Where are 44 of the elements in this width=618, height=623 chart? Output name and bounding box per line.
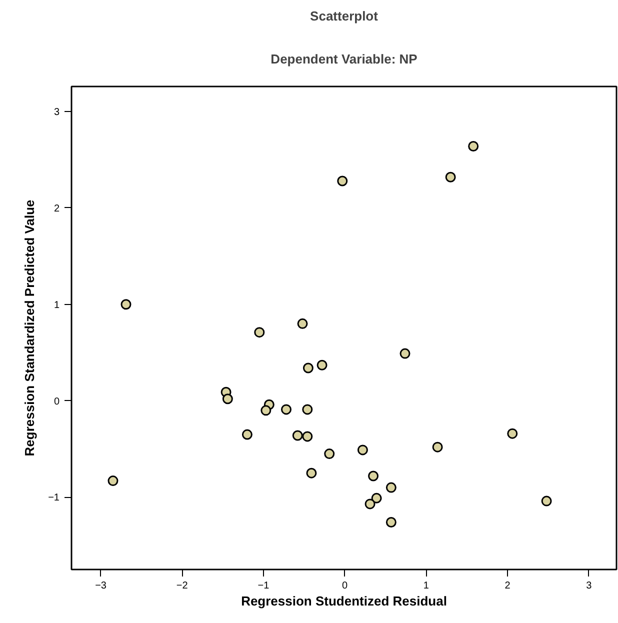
point: [302, 404, 313, 415]
point: [541, 496, 552, 506]
x-tick-label: 3: [586, 580, 592, 592]
point: [297, 318, 308, 329]
point: [400, 348, 410, 359]
y-tick-label: 0: [54, 396, 60, 408]
chart-title: Scatterplot: [310, 8, 379, 24]
point: [108, 476, 118, 486]
y-tick-label: 1: [54, 300, 60, 311]
point: [368, 470, 379, 482]
y-axis-title: Regression Standardized Predicted Value: [22, 200, 38, 456]
x-tick-label: 0: [342, 580, 348, 592]
y-tick-label: −1: [48, 492, 60, 504]
point: [242, 429, 252, 440]
x-axis-title: Regression Studentized Residual: [241, 594, 447, 608]
y-tick-label: 3: [54, 107, 60, 118]
point: [337, 176, 348, 186]
point: [254, 327, 265, 338]
point: [357, 444, 368, 456]
point: [371, 492, 382, 504]
y-tick-label: 2: [54, 203, 60, 214]
point: [302, 362, 314, 374]
point: [306, 468, 317, 478]
point: [386, 517, 396, 528]
x-tick-label: −2: [176, 580, 188, 592]
point: [280, 404, 292, 415]
chart-subtitle: Dependent Variable: NP: [270, 52, 418, 66]
x-tick-label: −3: [95, 580, 107, 592]
point: [120, 299, 132, 310]
x-tick-label: 2: [504, 580, 511, 592]
point: [364, 498, 376, 510]
point: [445, 172, 456, 182]
point: [468, 141, 479, 152]
point: [222, 394, 233, 404]
point: [324, 448, 335, 460]
x-tick-label: 1: [423, 580, 430, 592]
point: [292, 430, 303, 441]
x-tick-label: −1: [258, 580, 270, 592]
point: [386, 482, 396, 493]
point: [507, 428, 518, 439]
point: [302, 431, 313, 442]
point: [260, 405, 272, 416]
point: [316, 360, 328, 370]
point: [432, 442, 443, 452]
